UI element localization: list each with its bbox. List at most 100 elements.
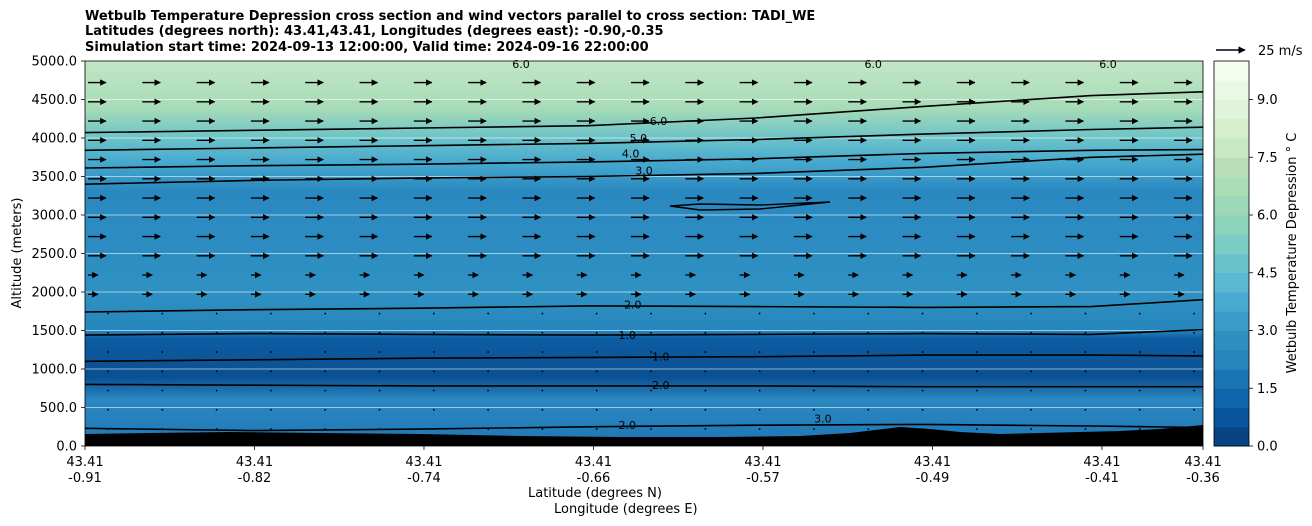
- wind-vector: [107, 370, 109, 373]
- wind-vector: [541, 351, 544, 353]
- wind-vector: [704, 408, 707, 411]
- wind-vector: [161, 370, 164, 373]
- wind-vector: [432, 312, 435, 315]
- wind-vector: [324, 312, 327, 315]
- wind-vector: [1030, 408, 1033, 411]
- x-tick-label-lon: -0.66: [577, 471, 611, 486]
- contour-label: 6.0: [650, 115, 668, 128]
- wind-vector: [1030, 370, 1033, 373]
- colorbar-ticks: 0.0 1.5 3.0 4.5 6.0 7.5 9.0: [1249, 93, 1278, 455]
- wind-vector: [107, 312, 109, 315]
- wind-vector: [432, 389, 435, 392]
- wind-vector: [378, 351, 381, 353]
- wind-vector: [161, 312, 164, 315]
- y-axis-label: Altitude (meters): [10, 198, 25, 309]
- wind-vector: [378, 370, 381, 373]
- wind-vector: [595, 370, 598, 373]
- wind-vector: [1030, 351, 1033, 353]
- wind-vector: [541, 331, 544, 334]
- wind-vector: [1030, 331, 1033, 334]
- wind-vector: [270, 351, 272, 353]
- wind-vector: [704, 389, 707, 392]
- wind-vector: [324, 351, 327, 353]
- wind-vector: [432, 331, 435, 334]
- colorbar-band: [1214, 349, 1249, 370]
- colorbar-band: [1214, 195, 1249, 216]
- wind-vector: [1084, 428, 1087, 430]
- chart-title-line-2: Latitudes (degrees north): 43.41,43.41, …: [85, 24, 664, 39]
- chart-title-line-3: Simulation start time: 2024-09-13 12:00:…: [85, 40, 649, 55]
- contour-closed-2.0: [669, 201, 831, 211]
- wind-vector: [541, 428, 544, 430]
- wind-vector: [215, 408, 218, 411]
- contour-label: 5.0: [630, 132, 648, 145]
- wind-vector: [270, 408, 272, 411]
- x-tick-label-lon: -0.49: [916, 471, 950, 486]
- contour-line-5.0: [84, 126, 1204, 152]
- wind-vector: [813, 370, 815, 373]
- wind-vector: [161, 408, 164, 411]
- wind-vector: [813, 312, 815, 315]
- wind-vector: [1193, 408, 1195, 411]
- contour-label: 6.0: [1099, 58, 1117, 71]
- x-tick-label-lat: 43.41: [405, 455, 442, 470]
- contour-label: 6.0: [864, 58, 882, 71]
- colorbar-band: [1214, 138, 1249, 158]
- y-tick-label: 500.0: [40, 401, 77, 416]
- wind-vector: [270, 428, 272, 430]
- y-tick-label: 2500.0: [32, 247, 78, 262]
- wind-vector: [758, 389, 761, 392]
- wind-vector: [1084, 370, 1087, 373]
- x-axis-label-longitude: Longitude (degrees E): [554, 502, 698, 517]
- wind-vector: [921, 370, 924, 373]
- wind-vector: [867, 370, 870, 373]
- wind-vector: [270, 370, 272, 373]
- wind-vector: [487, 331, 490, 334]
- wind-vector: [758, 351, 761, 353]
- wind-vector: [1138, 408, 1141, 411]
- wind-vector: [1084, 389, 1087, 392]
- wind-vector: [215, 389, 218, 392]
- contour-label: 2.0: [618, 419, 636, 432]
- colorbar-tick-label: 4.5: [1257, 266, 1278, 281]
- wind-vector: [324, 408, 327, 411]
- colorbar-band: [1214, 369, 1249, 389]
- contour-lines: 2.01.01.02.02.03.04.05.06.03.06.0 6.0 6.0: [84, 58, 1204, 432]
- wind-vector: [704, 370, 707, 373]
- colorbar-band: [1214, 253, 1249, 274]
- colorbar-tick-label: 7.5: [1257, 151, 1278, 166]
- wind-vector: [324, 370, 327, 373]
- contour-label: 3.0: [814, 412, 832, 425]
- colorbar-band: [1214, 80, 1249, 100]
- wind-vector: [595, 351, 598, 353]
- wind-vector: [378, 331, 381, 334]
- contour-line-2.0: [84, 423, 1204, 432]
- wind-vector: [650, 370, 652, 373]
- wind-vector: [650, 351, 652, 353]
- colorbar-tick-label: 0.0: [1257, 440, 1278, 455]
- colorbar-label: Wetbulb Temperature Depression ° C: [1285, 133, 1300, 374]
- wind-vector: [1084, 331, 1087, 334]
- wind-vector: [975, 389, 978, 392]
- x-tick-label-lon: -0.91: [68, 471, 102, 486]
- wind-vector: [758, 312, 761, 315]
- y-tick-label: 1500.0: [32, 324, 78, 339]
- wind-vector: [432, 351, 435, 353]
- wind-vector: [270, 312, 272, 315]
- wind-vector: [867, 312, 870, 315]
- contour-line-3.0: [84, 153, 1204, 185]
- wind-vector: [1138, 370, 1141, 373]
- wind-vector: [107, 389, 109, 392]
- wind-vector: [1138, 312, 1141, 315]
- colorbar-band: [1214, 330, 1249, 351]
- wind-vector: [975, 370, 978, 373]
- wind-vector: [1138, 351, 1141, 353]
- wind-vector: [1030, 389, 1033, 392]
- colorbar-tick-label: 6.0: [1257, 209, 1278, 224]
- wind-vector: [107, 408, 109, 411]
- y-tick-label: 4000.0: [32, 132, 78, 147]
- wind-vector: [1193, 331, 1195, 334]
- wind-vector: [1193, 312, 1195, 315]
- contour-label: 6.0: [512, 58, 530, 71]
